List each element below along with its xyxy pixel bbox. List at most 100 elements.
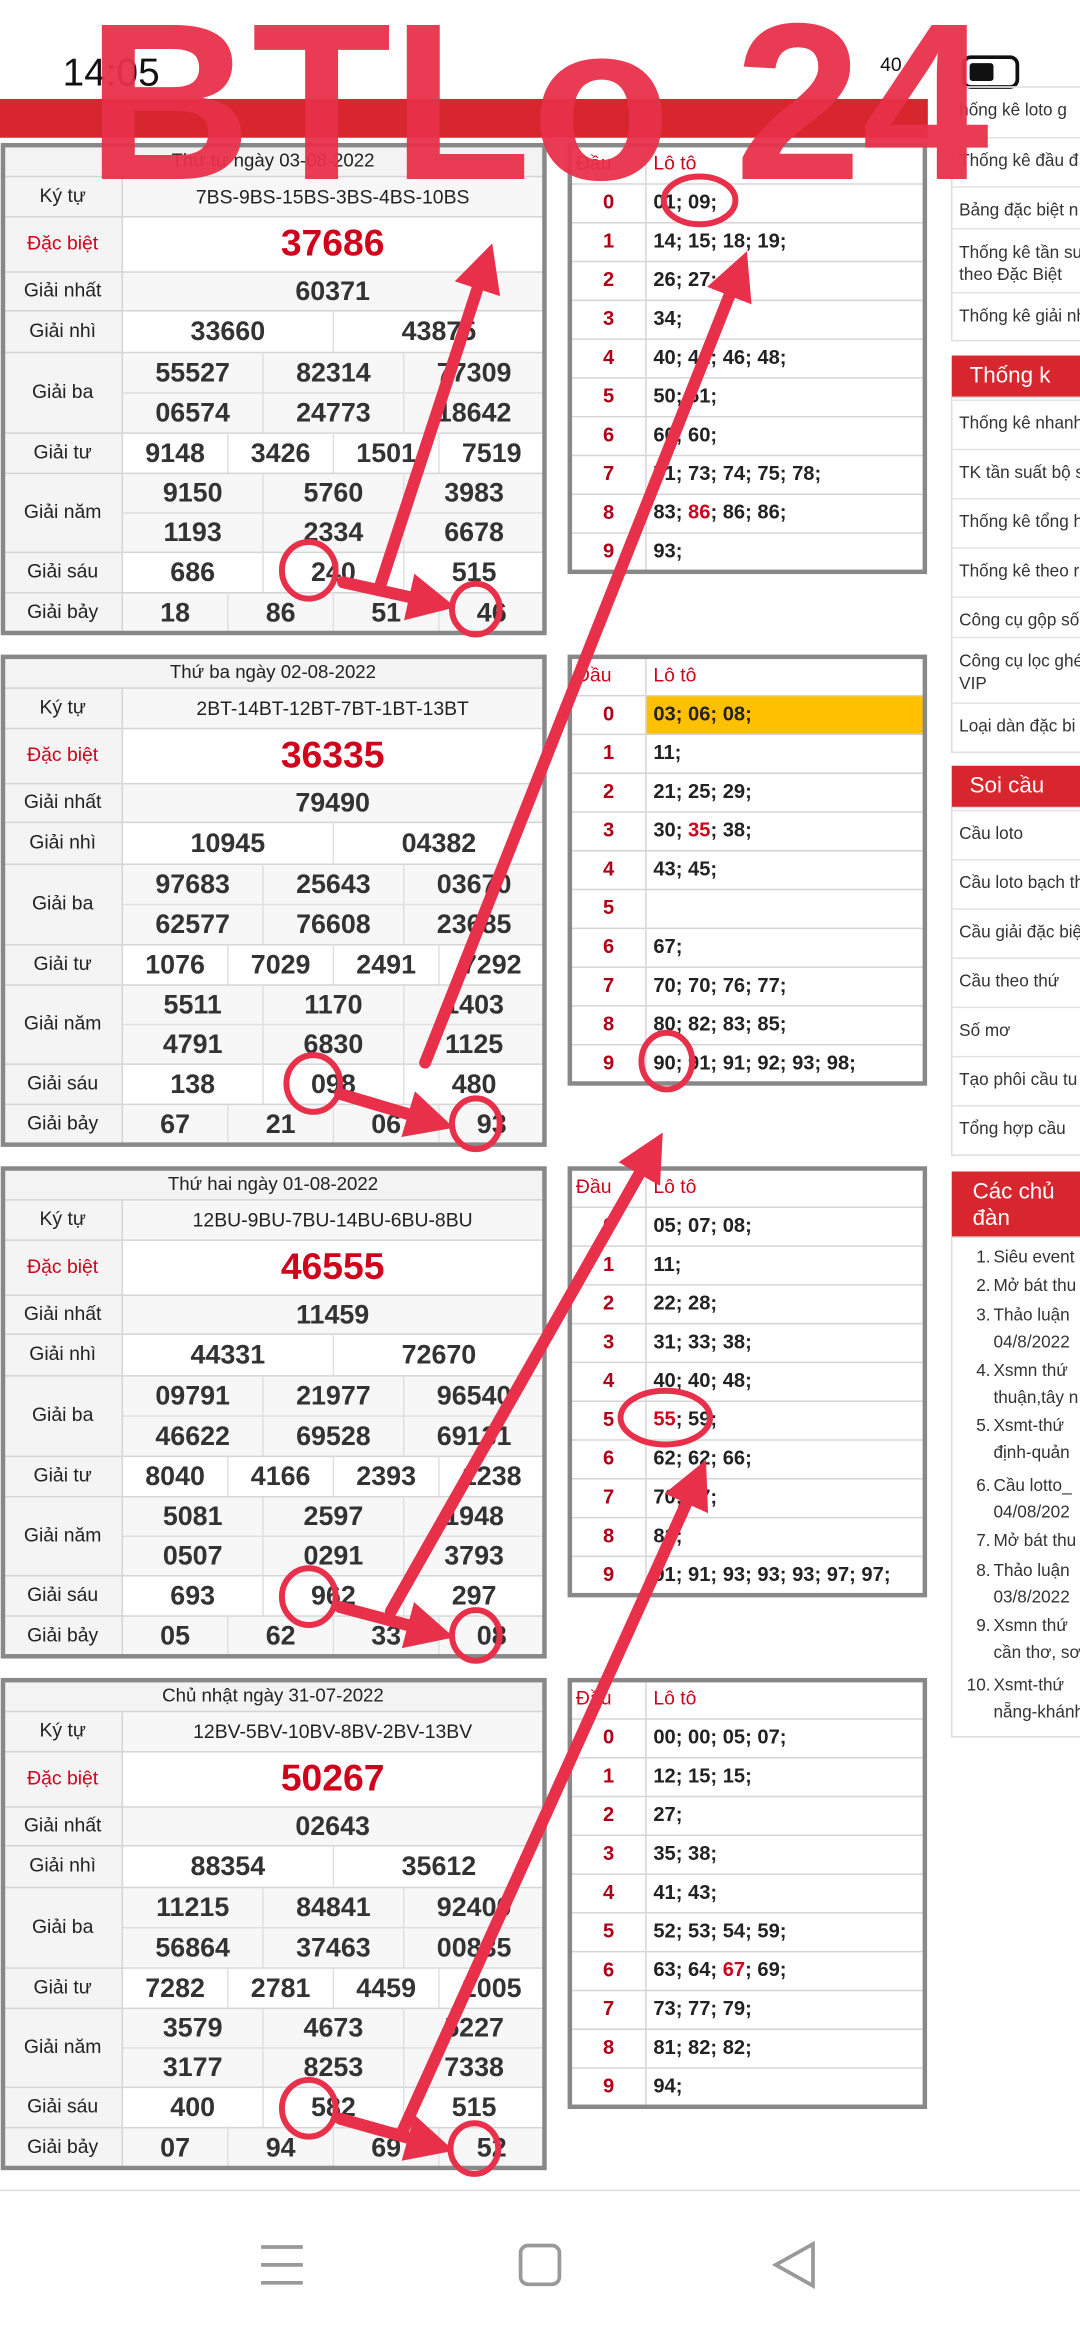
prize-number: 0291 bbox=[304, 1541, 364, 1571]
row-label: Giải bảy bbox=[27, 1113, 98, 1135]
label-cell bbox=[2, 2087, 123, 2128]
sidebar-item: Thống kê giải nh bbox=[959, 305, 1080, 325]
row-label: Giải sáu bbox=[27, 1072, 98, 1094]
label-cell bbox=[2, 352, 123, 434]
loto-head: 6 bbox=[603, 1448, 614, 1470]
loto-numbers: 31; 33; 38; bbox=[653, 1331, 751, 1353]
sidebar-item: VIP bbox=[959, 673, 987, 693]
prize-number: 52 bbox=[477, 2132, 507, 2162]
list-number: 10. bbox=[967, 1675, 991, 1695]
label-cell bbox=[2, 728, 123, 784]
prize-number: 55527 bbox=[155, 357, 230, 387]
loto-head: 0 bbox=[603, 1727, 614, 1749]
loto-head: 4 bbox=[603, 858, 615, 880]
row-label: Giải năm bbox=[24, 1524, 102, 1546]
battery-level bbox=[969, 63, 994, 82]
loto-head: 2 bbox=[603, 1293, 614, 1315]
label-cell bbox=[2, 271, 123, 311]
row-label: Ký tự bbox=[39, 1208, 85, 1230]
list-item: Xsmn thứ bbox=[993, 1615, 1067, 1635]
content: Thứ tư ngày 03-08-2022 Ký tự 7BS-9BS-15BS-… bbox=[0, 86, 1080, 2171]
prize-number: 86 bbox=[266, 597, 296, 627]
nav-home[interactable] bbox=[518, 2243, 562, 2287]
loto-head: 6 bbox=[603, 1959, 614, 1981]
loto-numbers: 11; bbox=[653, 742, 681, 764]
sidebar-item: Công cụ lọc ghé bbox=[959, 651, 1080, 671]
prize-number: 94 bbox=[266, 2132, 296, 2162]
label-cell bbox=[2, 1845, 123, 1888]
prize-number: 00835 bbox=[437, 1933, 512, 1963]
loto-head: 1 bbox=[603, 1254, 614, 1276]
loto-head: 5 bbox=[603, 1409, 614, 1431]
loto-numbers: 27; bbox=[653, 1804, 682, 1826]
list-number: 9. bbox=[976, 1615, 990, 1635]
loto-head: 6 bbox=[603, 424, 614, 446]
label-cell bbox=[2, 552, 123, 593]
loto-head-loto: Lô tô bbox=[653, 664, 696, 686]
list-item: Mở bát thu bbox=[993, 1530, 1076, 1550]
prize-number: 686 bbox=[170, 557, 215, 587]
prize-number: 76608 bbox=[296, 909, 371, 939]
loto-head: 5 bbox=[603, 1921, 614, 1943]
prize-number: 21977 bbox=[296, 1381, 371, 1411]
prize-number: 96540 bbox=[437, 1381, 512, 1411]
loto-head: 4 bbox=[603, 1370, 615, 1392]
loto-numbers: 30; 35; 38; bbox=[653, 820, 751, 842]
loto-head: 2 bbox=[603, 269, 614, 291]
prize-number: 7338 bbox=[444, 2052, 504, 2082]
prize-number: 11459 bbox=[296, 1299, 369, 1329]
prize-number: 3579 bbox=[163, 2013, 223, 2043]
prize-number: 04382 bbox=[402, 828, 477, 858]
prize-number: 3983 bbox=[444, 478, 504, 508]
loto-head: 3 bbox=[603, 308, 614, 330]
loto-head: 3 bbox=[603, 1331, 614, 1353]
prize-number: 2393 bbox=[356, 1461, 416, 1491]
loto-head-loto: Lô tô bbox=[653, 1688, 696, 1710]
sidebar-header-text: đàn bbox=[973, 1205, 1010, 1230]
loto-numbers: 63; 64; 67; 69; bbox=[653, 1959, 786, 1981]
loto-head: 3 bbox=[603, 1843, 614, 1865]
sidebar-item: theo Đặc Biệt bbox=[959, 264, 1062, 284]
loto-numbers: 60; 60; bbox=[653, 424, 717, 446]
row-label: Giải ba bbox=[32, 381, 94, 403]
prize-number: 8253 bbox=[304, 2052, 364, 2082]
label-cell bbox=[2, 1496, 123, 1576]
nav-back[interactable] bbox=[771, 2240, 815, 2289]
prize-number: 06574 bbox=[155, 398, 230, 428]
loto-head: 2 bbox=[603, 781, 614, 803]
loto-numbers: 41; 43; bbox=[653, 1882, 717, 1904]
loto-head: 4 bbox=[603, 347, 615, 369]
loto-head: 7 bbox=[603, 975, 614, 997]
loto-numbers: 52; 53; 54; 59; bbox=[653, 1921, 786, 1943]
prize-number: 97683 bbox=[155, 869, 230, 899]
sidebar-item: Thống kê nhanh bbox=[959, 413, 1080, 433]
row-label: Giải tư bbox=[34, 953, 92, 975]
loto-numbers: 14; 15; 18; 19; bbox=[653, 230, 786, 252]
status-battery: 40 bbox=[880, 54, 902, 76]
loto-head: 8 bbox=[603, 1014, 614, 1036]
list-item: định-quản bbox=[993, 1442, 1069, 1462]
nav-menu[interactable] bbox=[261, 2245, 303, 2285]
prize-number: 1170 bbox=[304, 989, 362, 1019]
row-label: Giải ba bbox=[32, 893, 94, 915]
table-border bbox=[567, 142, 928, 575]
prize-number: 515 bbox=[452, 2092, 497, 2122]
label-cell bbox=[2, 216, 123, 272]
loto-numbers: 43; 45; bbox=[653, 858, 717, 880]
loto-head: 7 bbox=[603, 1486, 614, 1508]
list-item: 04/8/2022 bbox=[993, 1332, 1069, 1352]
prize-number: 44331 bbox=[191, 1340, 266, 1370]
prize-number: 18642 bbox=[437, 398, 512, 428]
prize-number: 7519 bbox=[462, 438, 522, 468]
loto-head: 7 bbox=[603, 463, 614, 485]
prize-number: 9148 bbox=[145, 438, 205, 468]
row-label: Đặc biệt bbox=[27, 1767, 99, 1789]
label-cell bbox=[2, 1575, 123, 1617]
list-item: Mở bát thu bbox=[993, 1275, 1076, 1295]
code: 12BU-9BU-7BU-14BU-6BU-8BU bbox=[193, 1210, 473, 1232]
sidebar-item: Bảng đặc biệt n bbox=[959, 199, 1078, 219]
sidebar-item: Công cụ gộp số bbox=[959, 610, 1080, 630]
prize-number: 0507 bbox=[163, 1541, 223, 1571]
loto-numbers: 67; bbox=[653, 936, 682, 958]
row-label: Giải nhất bbox=[24, 1814, 102, 1836]
